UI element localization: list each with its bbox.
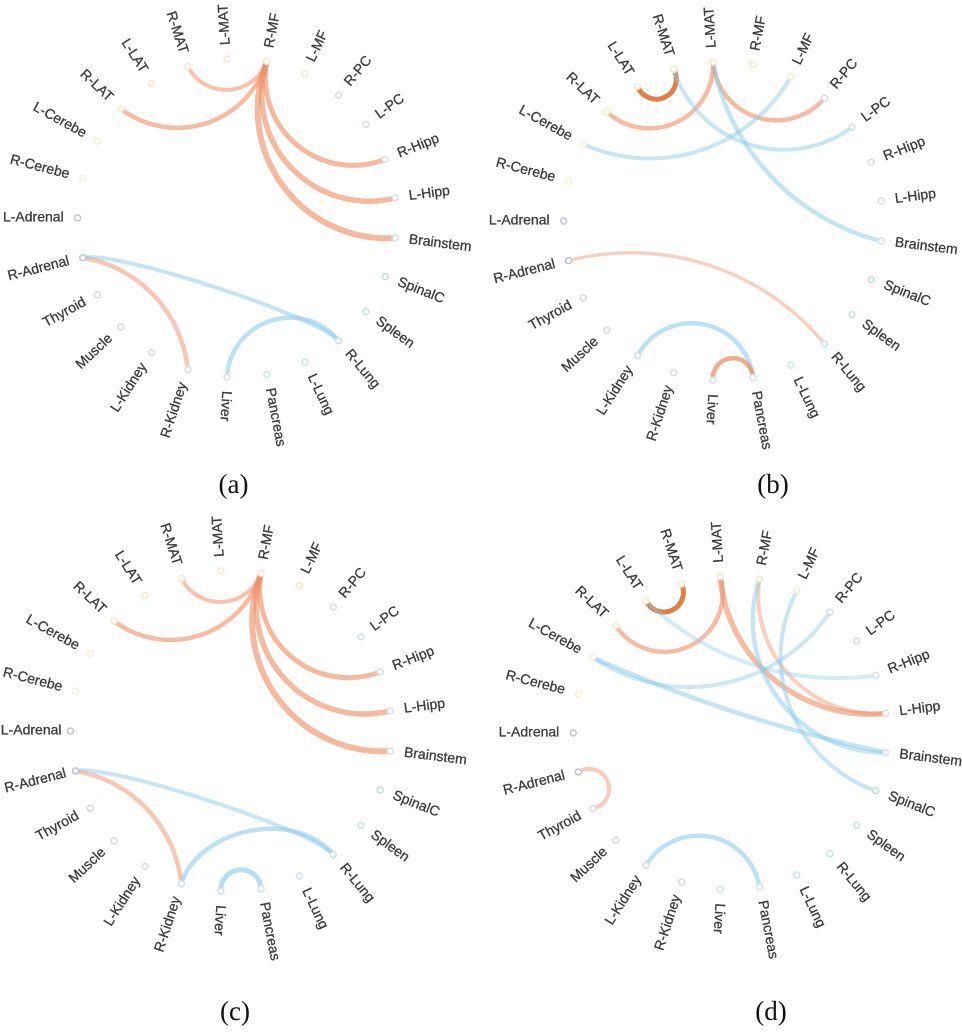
svg-text:Liver: Liver — [211, 905, 229, 937]
svg-text:L-Hipp: L-Hipp — [408, 182, 451, 203]
svg-text:(d): (d) — [755, 996, 786, 1026]
svg-text:R-MF: R-MF — [746, 15, 768, 52]
svg-text:L-MAT: L-MAT — [700, 6, 719, 48]
svg-text:Liver: Liver — [703, 394, 721, 426]
svg-text:R-MF: R-MF — [753, 529, 775, 566]
svg-text:Liver: Liver — [217, 391, 235, 423]
svg-text:Liver: Liver — [711, 903, 729, 935]
svg-text:(a): (a) — [219, 469, 249, 499]
svg-text:L-MAT: L-MAT — [707, 521, 726, 563]
svg-text:(b): (b) — [757, 469, 788, 499]
svg-text:L-MAT: L-MAT — [208, 515, 227, 557]
svg-text:L-Hipp: L-Hipp — [894, 185, 937, 206]
svg-text:L-MAT: L-MAT — [214, 3, 233, 45]
svg-text:(c): (c) — [220, 996, 250, 1026]
svg-text:L-Adrenal: L-Adrenal — [1, 722, 62, 738]
svg-text:R-MF: R-MF — [260, 12, 282, 49]
svg-text:L-Hipp: L-Hipp — [898, 697, 941, 718]
svg-text:L-Adrenal: L-Adrenal — [3, 209, 64, 225]
svg-text:L-Adrenal: L-Adrenal — [489, 212, 550, 228]
svg-text:L-Adrenal: L-Adrenal — [499, 724, 560, 740]
svg-text:L-Hipp: L-Hipp — [403, 695, 446, 716]
svg-text:R-MF: R-MF — [255, 523, 277, 560]
